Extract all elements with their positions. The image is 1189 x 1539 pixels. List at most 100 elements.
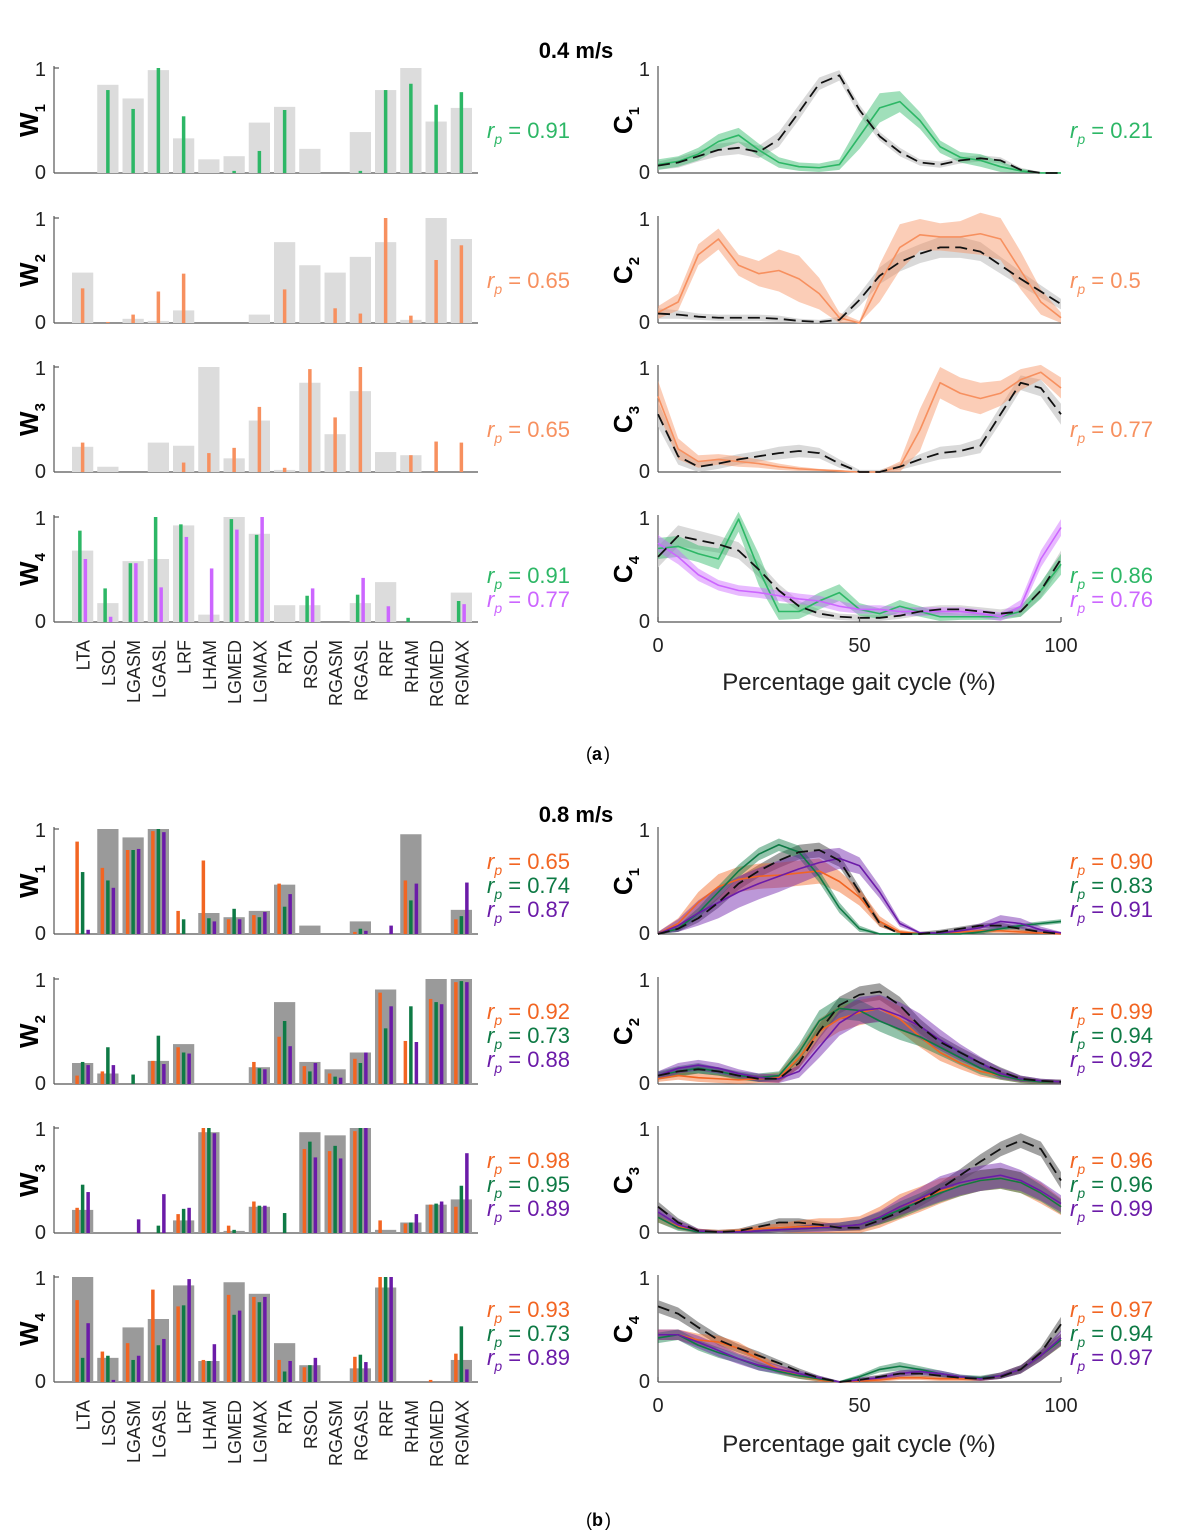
- svg-text:): ): [604, 744, 610, 764]
- panel-a-c2-ylabel: C2: [608, 257, 643, 284]
- panel-b-w2-orange-bar-LRF: [176, 1047, 180, 1084]
- panel-a-c1-reference-line: [657, 74, 1061, 174]
- panel-b-c1-reference-line: [657, 849, 1062, 935]
- panel-a-w4-violet-bar-LGMED: [235, 529, 239, 622]
- panel-b-w1-y-tick-0: 0: [35, 923, 46, 945]
- panel-a-w4-ref-bar-RGMAX: [450, 592, 472, 622]
- panel-b-w3-green-bar-LGMAX: [257, 1205, 262, 1233]
- panel-a-w4-violet-bar-LGMAX: [260, 517, 264, 622]
- svg-text:): ): [605, 1510, 611, 1530]
- panel-b-w4-green-bar-LTA: [80, 1357, 85, 1382]
- panel-b-c2-orange-line: [657, 1007, 1061, 1083]
- panel-b-w3-green-bar-RGMED: [434, 1203, 438, 1233]
- panel-b-muscle-label-LHAM: LHAM: [200, 1400, 220, 1450]
- panel-a-x-tick-50: 50: [848, 635, 870, 657]
- panel-a-w1-ref-bar-LHAM: [198, 159, 220, 173]
- panel-b-w4-purple-bar-RRF: [389, 1277, 393, 1382]
- panel-a-w4-ref-bar-RSOL: [299, 605, 321, 622]
- panel-b-w3-purple-bar-RHAM: [414, 1214, 419, 1233]
- panel-b-w1-green-bar-LGMED: [232, 908, 236, 934]
- panel-b-x-ticks: LTA LSOL LGASM LGASL LRF LHAM LGMED LGMAX RTA RSO…: [74, 1377, 1078, 1467]
- panel-a-w3-y-tick-1: 1: [35, 358, 46, 380]
- panel-b-w4-orange-bar-LGASM: [125, 1343, 130, 1382]
- panel-b-muscle-label-RSOL: RSOL: [301, 1400, 321, 1449]
- panel-b-w4-purple-bar-LSOL: [111, 1379, 116, 1382]
- panel-a-w1-green-bar-RGMED: [434, 104, 438, 173]
- panel-a-w4-ref-bar-LSOL: [97, 603, 119, 622]
- panel-b-w3-orange-bar-LGMAX: [252, 1201, 256, 1233]
- panel-b-muscle-label-RGMAX: RGMAX: [452, 1400, 472, 1466]
- panel-b-w2-orange-bar-RHAM: [403, 1040, 408, 1084]
- panel-a-c2-reference-line: [657, 246, 1062, 323]
- panel-a-title: 0.4 m/s: [539, 38, 614, 63]
- panel-b-muscle-label-LTA: LTA: [74, 1400, 94, 1430]
- panel-a-c1-y-tick-1: 1: [639, 59, 650, 81]
- panel-b-c4-orange-band: [658, 1329, 1061, 1382]
- caption-b: ( b ): [586, 1510, 611, 1530]
- panel-b-c3-reference-band: [658, 1133, 1061, 1233]
- panel-a-w4-violet-bar-LRF: [184, 536, 189, 622]
- panel-b-w4-orange-bar-LTA: [75, 1300, 79, 1382]
- panel-a-w2-orange-bar-RHAM: [409, 315, 413, 323]
- panel-a-muscle-label-RGMAX: RGMAX: [452, 640, 472, 706]
- panel-b-w2-orange-bar-LGMAX: [252, 1061, 256, 1084]
- panel-a-muscle-label-LRF: LRF: [175, 640, 195, 674]
- panel-b-w4-y-tick-0: 0: [35, 1371, 46, 1393]
- panel-a-c4-y-tick-1: 1: [639, 508, 650, 530]
- panel-a-c2-reference-band: [658, 236, 1061, 323]
- panel-b-w1-purple-bar-RRF: [389, 925, 393, 934]
- panel-a-w3-orange-bar-RGASL: [358, 367, 363, 472]
- panel-a-muscle-label-LSOL: LSOL: [99, 640, 119, 686]
- panel-b-w3-green-bar-LRF: [181, 1208, 186, 1233]
- panel-a-c1-ylabel: C1: [608, 107, 643, 134]
- panel-a-w4-green-bar-RHAM: [406, 617, 410, 622]
- panel-a-w2-ref-bar-RGASL: [349, 256, 371, 323]
- panel-a-c2-orange-line: [657, 232, 1062, 324]
- panel-b-c3-orange-band: [658, 1167, 1061, 1233]
- panel-b-w3-orange-bar-RGMED: [428, 1204, 433, 1233]
- panel-b-w2-r-value-1: rp = 0.73: [487, 1023, 570, 1052]
- panel-a-w2-ref-bar-RGASM: [324, 272, 346, 323]
- panel-b-w1-y-tick-1: 1: [35, 820, 46, 842]
- panel-a-w4-violet-bar-LHAM: [209, 568, 214, 622]
- panel-a-muscle-label-LGASL: LGASL: [149, 640, 169, 698]
- panel-b-w4-green-bar-RSOL: [308, 1365, 312, 1382]
- panel-a-w2-orange-bar-RRF: [383, 218, 388, 323]
- panel-a-w1-r-value-0: rp = 0.91: [487, 118, 570, 147]
- caption-b-letter: b: [592, 1510, 603, 1530]
- panel-b-w3-green-bar-RGASM: [333, 1145, 337, 1233]
- panel-b-w4-green-bar-RGASL: [358, 1354, 363, 1382]
- panel-a-c3-line-chart: 1 0 C3 rp = 0.77: [608, 358, 1153, 483]
- panel-b-w2-green-bar-RGASM: [333, 1076, 337, 1084]
- panel-a-c4-green-band: [658, 511, 1061, 621]
- panel-a-w2-orange-bar-RGMAX: [459, 245, 464, 323]
- panel-b-w2-green-bar-RGMAX: [459, 981, 464, 1084]
- panel-a-w3-y-tick-0: 0: [35, 461, 46, 483]
- panel-b-w2-y-tick-0: 0: [35, 1073, 46, 1095]
- panel-b-w2-green-bar-LGASM: [131, 1074, 135, 1084]
- panel-b-c3-green-band: [658, 1167, 1061, 1233]
- panel-a-w1-green-bar-RGASL: [358, 170, 363, 173]
- panel-b-w2-purple-bar-RGMAX: [465, 982, 469, 1084]
- panel-a-w2-orange-bar-LGASL: [156, 291, 161, 323]
- panel-a-w2-orange-bar-RGASL: [358, 313, 363, 323]
- panel-b-c3-reference-line: [657, 1139, 1062, 1233]
- panel-a-c1-r-value-0: rp = 0.21: [1070, 118, 1153, 147]
- panel-a-muscle-label-RTA: RTA: [276, 640, 296, 674]
- panel-b-c1-r-value-0: rp = 0.90: [1070, 849, 1153, 878]
- panel-b-w1-green-bar-RTA: [282, 906, 287, 934]
- panel-b-w1-purple-bar-RGMAX: [465, 882, 469, 934]
- panel-a-w2-orange-bar-RTA: [282, 289, 287, 323]
- panel-a-w3-orange-bar-LRF: [181, 462, 186, 472]
- panel-a-c4-r-value-1: rp = 0.76: [1070, 587, 1153, 616]
- panel-b-w1-green-bar-RGASL: [358, 928, 363, 934]
- panel-b-w4-purple-bar-RTA: [288, 1361, 292, 1382]
- panel-b-w4-orange-bar-LGMAX: [252, 1296, 256, 1382]
- panel-a-c3-y-tick-1: 1: [639, 358, 650, 380]
- panel-b-w2-purple-bar-RGASM: [338, 1077, 343, 1084]
- panel-b-w2-green-bar-RTA: [282, 1021, 287, 1084]
- panel-b-w3-green-bar-RHAM: [409, 1222, 413, 1233]
